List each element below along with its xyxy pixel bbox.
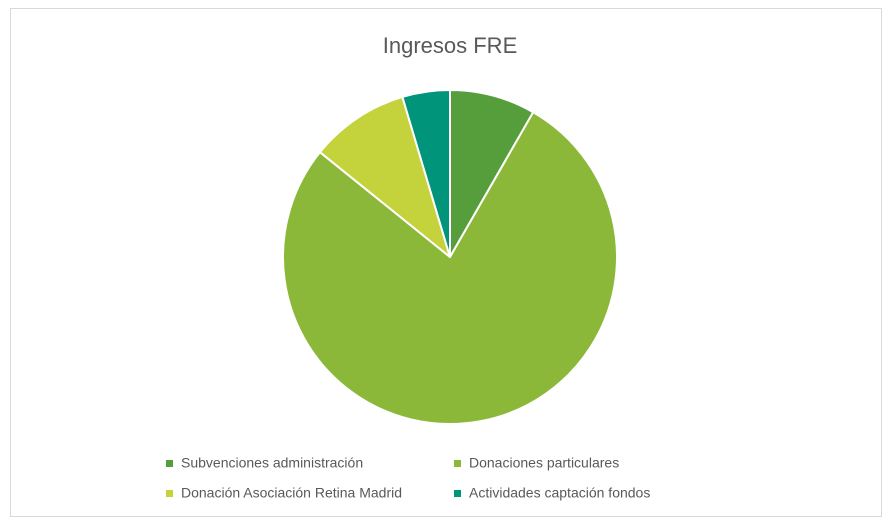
- legend-swatch: [454, 460, 461, 467]
- legend-label: Actividades captación fondos: [469, 485, 650, 501]
- legend-swatch: [454, 490, 461, 497]
- pie-slice: [401, 89, 451, 258]
- chart-title: Ingresos FRE: [383, 33, 518, 58]
- legend-swatch: [166, 460, 173, 467]
- pie-slice: [449, 89, 535, 258]
- legend-swatch: [166, 490, 173, 497]
- legend-label: Subvenciones administración: [181, 455, 363, 471]
- legend-label: Donaciones particulares: [469, 455, 619, 471]
- pie-slice: [318, 95, 451, 258]
- legend-label: Donación Asociación Retina Madrid: [181, 485, 402, 501]
